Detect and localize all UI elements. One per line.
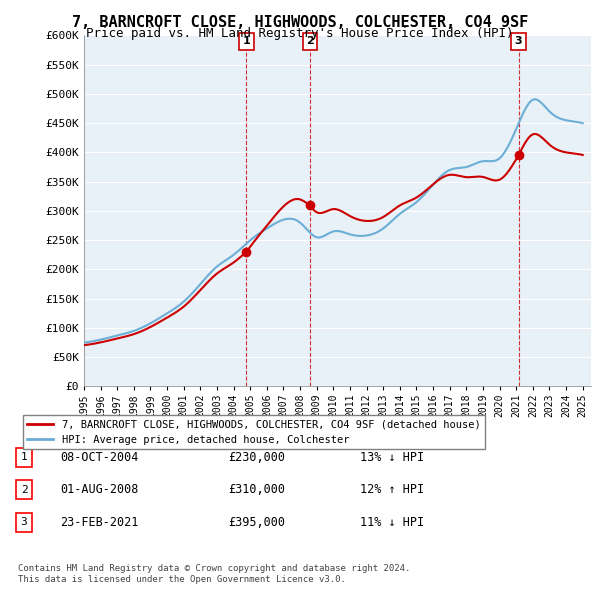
Text: 2: 2 bbox=[20, 485, 28, 494]
Text: £230,000: £230,000 bbox=[228, 451, 285, 464]
Text: £395,000: £395,000 bbox=[228, 516, 285, 529]
Text: 01-AUG-2008: 01-AUG-2008 bbox=[60, 483, 139, 496]
Text: 08-OCT-2004: 08-OCT-2004 bbox=[60, 451, 139, 464]
Text: 7, BARNCROFT CLOSE, HIGHWOODS, COLCHESTER, CO4 9SF: 7, BARNCROFT CLOSE, HIGHWOODS, COLCHESTE… bbox=[72, 15, 528, 30]
Text: 23-FEB-2021: 23-FEB-2021 bbox=[60, 516, 139, 529]
Text: This data is licensed under the Open Government Licence v3.0.: This data is licensed under the Open Gov… bbox=[18, 575, 346, 584]
Text: Contains HM Land Registry data © Crown copyright and database right 2024.: Contains HM Land Registry data © Crown c… bbox=[18, 565, 410, 573]
Text: 13% ↓ HPI: 13% ↓ HPI bbox=[360, 451, 424, 464]
Text: 3: 3 bbox=[515, 36, 523, 46]
Text: Price paid vs. HM Land Registry's House Price Index (HPI): Price paid vs. HM Land Registry's House … bbox=[86, 27, 514, 40]
Text: £310,000: £310,000 bbox=[228, 483, 285, 496]
Legend: 7, BARNCROFT CLOSE, HIGHWOODS, COLCHESTER, CO4 9SF (detached house), HPI: Averag: 7, BARNCROFT CLOSE, HIGHWOODS, COLCHESTE… bbox=[23, 415, 485, 449]
Text: 12% ↑ HPI: 12% ↑ HPI bbox=[360, 483, 424, 496]
Text: 2: 2 bbox=[306, 36, 314, 46]
Text: 3: 3 bbox=[20, 517, 28, 527]
Text: 11% ↓ HPI: 11% ↓ HPI bbox=[360, 516, 424, 529]
Text: 1: 1 bbox=[242, 36, 250, 46]
Text: 1: 1 bbox=[20, 453, 28, 462]
